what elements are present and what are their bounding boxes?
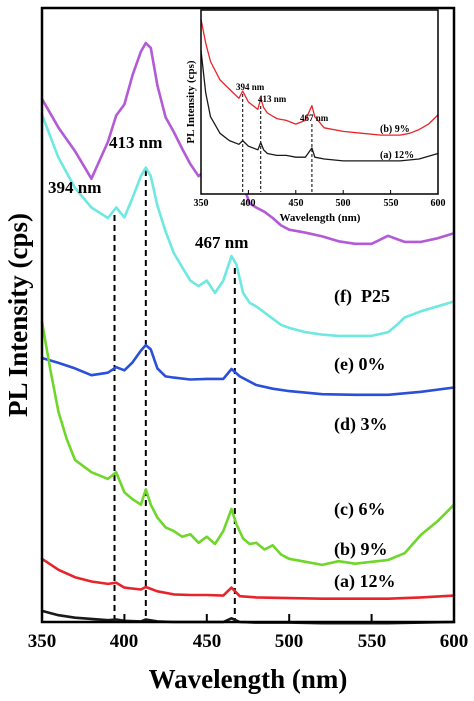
inset-series-label-a: (a) 12%: [380, 150, 414, 161]
inset-x-tick-label: 550: [384, 198, 399, 209]
inset-x-ticks: [200, 190, 439, 194]
inset-series-label-b: (b) 9%: [380, 124, 410, 135]
series-label-a: (a) 12%: [334, 571, 396, 592]
peak-label-394: 394 nm: [48, 178, 101, 197]
x-tick-label: 500: [275, 631, 304, 652]
inset-background: [201, 10, 438, 194]
inset-plot: 350 400 450 500 550 600 Wavelength (nm) …: [185, 9, 446, 224]
series-line: [40, 557, 456, 600]
series-line: [40, 320, 456, 567]
inset-plot-frame: [200, 9, 439, 195]
y-axis-title: PL Intensity (cps): [3, 213, 33, 417]
main-x-ticks: [41, 614, 455, 622]
inset-series: [200, 18, 439, 162]
main-plot: 350 400 450 500 550 600 Wavelength (nm) …: [3, 6, 469, 694]
inset-x-axis-title: Wavelength (nm): [280, 212, 361, 224]
series-label-e: (e) 0%: [334, 354, 385, 375]
x-tick-label: 350: [28, 631, 57, 652]
series-label-b: (b) 9%: [334, 539, 388, 560]
inset-x-tick-label: 500: [336, 198, 351, 209]
series-label-f: (f) P25: [334, 286, 390, 307]
inset-x-tick-label: 350: [194, 198, 209, 209]
inset-y-axis-title: PL Intensity (cps): [185, 60, 197, 143]
inset-x-tick-label: 600: [431, 198, 446, 209]
x-tick-label: 450: [193, 631, 222, 652]
series-line: [200, 18, 439, 136]
series-label-d: (d) 3%: [334, 414, 388, 435]
inset-peak-label-413: 413 nm: [258, 94, 287, 104]
peak-label-413: 413 nm: [109, 133, 162, 152]
x-axis-title: Wavelength (nm): [149, 664, 348, 694]
main-plot-frame: [40, 6, 456, 624]
series-line: [40, 343, 456, 397]
x-tick-label: 600: [440, 631, 469, 652]
x-tick-label: 400: [110, 631, 139, 652]
series-label-c: (c) 6%: [334, 499, 385, 520]
peak-label-467: 467 nm: [195, 233, 248, 252]
inset-peak-label-467: 467 nm: [300, 113, 329, 123]
series-line: [200, 49, 439, 162]
inset-peak-label-394: 394 nm: [236, 82, 265, 92]
inset-x-tick-label: 450: [289, 198, 304, 209]
inset-ref-lines: [242, 94, 313, 192]
x-tick-label: 550: [358, 631, 387, 652]
series-line: [40, 113, 456, 338]
main-ref-lines: [113, 170, 236, 620]
inset-x-tick-label: 400: [241, 198, 256, 209]
